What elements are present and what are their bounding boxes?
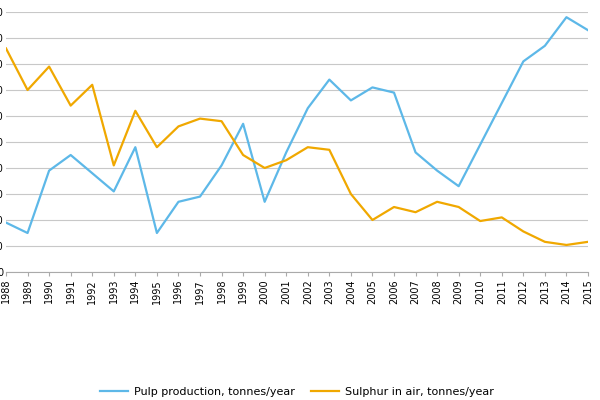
Sulphur in air, tonnes/year xyxy=(347,192,355,196)
Sulphur in air, tonnes/year xyxy=(261,166,268,170)
Sulphur in air, tonnes/year xyxy=(541,240,548,244)
Legend: Pulp production, tonnes/year, Sulphur in air, tonnes/year: Pulp production, tonnes/year, Sulphur in… xyxy=(96,383,498,400)
Pulp production, tonnes/year xyxy=(434,168,441,173)
Sulphur in air, tonnes/year xyxy=(196,116,203,121)
Line: Pulp production, tonnes/year: Pulp production, tonnes/year xyxy=(6,17,588,233)
Pulp production, tonnes/year xyxy=(520,59,527,64)
Pulp production, tonnes/year xyxy=(196,194,203,199)
Sulphur in air, tonnes/year xyxy=(67,103,74,108)
Sulphur in air, tonnes/year xyxy=(46,64,53,69)
Pulp production, tonnes/year xyxy=(283,150,290,155)
Pulp production, tonnes/year xyxy=(304,106,311,110)
Sulphur in air, tonnes/year xyxy=(24,88,31,92)
Sulphur in air, tonnes/year xyxy=(498,215,505,220)
Sulphur in air, tonnes/year xyxy=(584,240,592,244)
Pulp production, tonnes/year xyxy=(89,171,96,176)
Pulp production, tonnes/year xyxy=(218,163,225,168)
Sulphur in air, tonnes/year xyxy=(412,210,419,214)
Sulphur in air, tonnes/year xyxy=(391,204,398,209)
Pulp production, tonnes/year xyxy=(326,77,333,82)
Pulp production, tonnes/year xyxy=(67,152,74,157)
Sulphur in air, tonnes/year xyxy=(89,82,96,87)
Sulphur in air, tonnes/year xyxy=(283,158,290,162)
Pulp production, tonnes/year xyxy=(541,43,548,48)
Pulp production, tonnes/year xyxy=(24,230,31,235)
Pulp production, tonnes/year xyxy=(391,90,398,95)
Sulphur in air, tonnes/year xyxy=(2,46,10,51)
Sulphur in air, tonnes/year xyxy=(175,124,182,129)
Pulp production, tonnes/year xyxy=(412,150,419,155)
Sulphur in air, tonnes/year xyxy=(369,218,376,222)
Pulp production, tonnes/year xyxy=(455,184,462,188)
Sulphur in air, tonnes/year xyxy=(520,229,527,234)
Pulp production, tonnes/year xyxy=(153,230,160,235)
Sulphur in air, tonnes/year xyxy=(304,145,311,150)
Sulphur in air, tonnes/year xyxy=(239,152,247,157)
Pulp production, tonnes/year xyxy=(347,98,355,103)
Pulp production, tonnes/year xyxy=(239,121,247,126)
Pulp production, tonnes/year xyxy=(563,15,570,20)
Pulp production, tonnes/year xyxy=(261,199,268,204)
Pulp production, tonnes/year xyxy=(584,28,592,32)
Pulp production, tonnes/year xyxy=(476,142,484,147)
Sulphur in air, tonnes/year xyxy=(132,108,139,113)
Sulphur in air, tonnes/year xyxy=(476,219,484,224)
Sulphur in air, tonnes/year xyxy=(455,204,462,209)
Sulphur in air, tonnes/year xyxy=(563,242,570,247)
Sulphur in air, tonnes/year xyxy=(326,147,333,152)
Line: Sulphur in air, tonnes/year: Sulphur in air, tonnes/year xyxy=(6,48,588,245)
Pulp production, tonnes/year xyxy=(132,145,139,150)
Pulp production, tonnes/year xyxy=(2,220,10,225)
Sulphur in air, tonnes/year xyxy=(153,145,160,150)
Sulphur in air, tonnes/year xyxy=(218,119,225,124)
Pulp production, tonnes/year xyxy=(175,199,182,204)
Pulp production, tonnes/year xyxy=(110,189,118,194)
Pulp production, tonnes/year xyxy=(498,100,505,105)
Sulphur in air, tonnes/year xyxy=(434,199,441,204)
Pulp production, tonnes/year xyxy=(46,168,53,173)
Pulp production, tonnes/year xyxy=(369,85,376,90)
Sulphur in air, tonnes/year xyxy=(110,163,118,168)
